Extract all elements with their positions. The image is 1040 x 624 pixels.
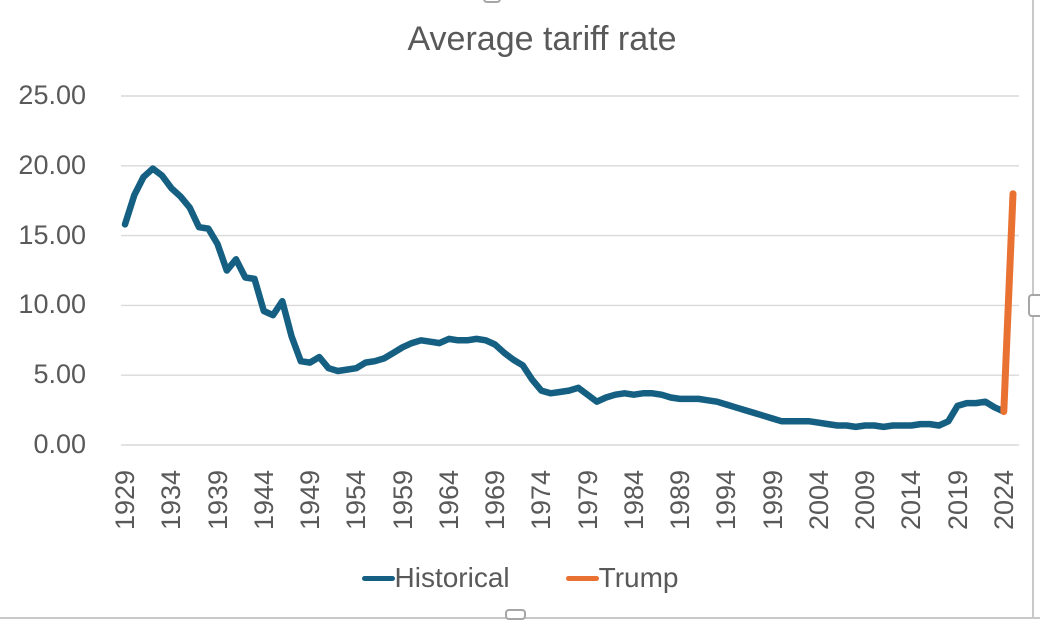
x-axis-tick-label: 1984 [618,469,649,531]
x-axis-tick-label: 1939 [202,469,233,531]
x-axis-tick-label: 2024 [988,469,1019,531]
x-axis-tick-label: 1979 [572,469,603,531]
legend-item-trump[interactable]: Trump [565,562,679,594]
y-axis-tick-label: 5.00 [33,359,86,390]
y-axis-tick-label: 0.00 [33,429,86,459]
series-line-trump[interactable] [1000,190,1017,415]
x-axis-tick-label: 1929 [110,469,140,531]
y-axis-tick-label: 25.00 [18,80,86,110]
resize-handle-right[interactable] [1028,294,1040,317]
legend-line-swatch [361,575,395,581]
x-axis-tick-label: 1969 [480,469,510,531]
x-axis-tick-label: 1944 [248,469,279,531]
legend: Historical Trump [0,562,1040,594]
x-axis-tick-label: 1934 [156,469,187,531]
chart-title: Average tariff rate [407,20,677,58]
x-axis-tick-label: 2019 [942,469,973,531]
x-axis-tick-label: 1954 [341,469,372,531]
resize-handle-top[interactable] [483,0,501,3]
legend-item-historical[interactable]: Historical [361,562,510,594]
x-axis-tick-label: 1964 [433,469,464,531]
x-axis-tick-label: 1959 [387,469,418,531]
y-axis-tick-label: 15.00 [18,219,86,250]
x-axis-tick-label: 1994 [711,469,742,531]
legend-label: Trump [598,562,679,593]
x-axis-tick-label: 2014 [896,469,927,531]
x-axis-tick-label: 1949 [295,469,325,531]
x-axis-tick-label: 2004 [803,469,834,531]
x-axis-tick-label: 1999 [757,469,788,531]
resize-handle-bottom[interactable] [505,609,526,620]
y-axis-tick-label: 10.00 [18,289,86,320]
series-line-historical[interactable] [121,165,1008,431]
legend-label: Historical [394,562,510,593]
y-axis-tick-label: 20.00 [18,149,86,180]
x-axis-tick-label: 1974 [526,469,557,531]
x-axis-tick-label: 1989 [665,469,695,531]
x-axis-tick-label: 2009 [850,469,880,531]
legend-line-swatch [565,575,599,581]
